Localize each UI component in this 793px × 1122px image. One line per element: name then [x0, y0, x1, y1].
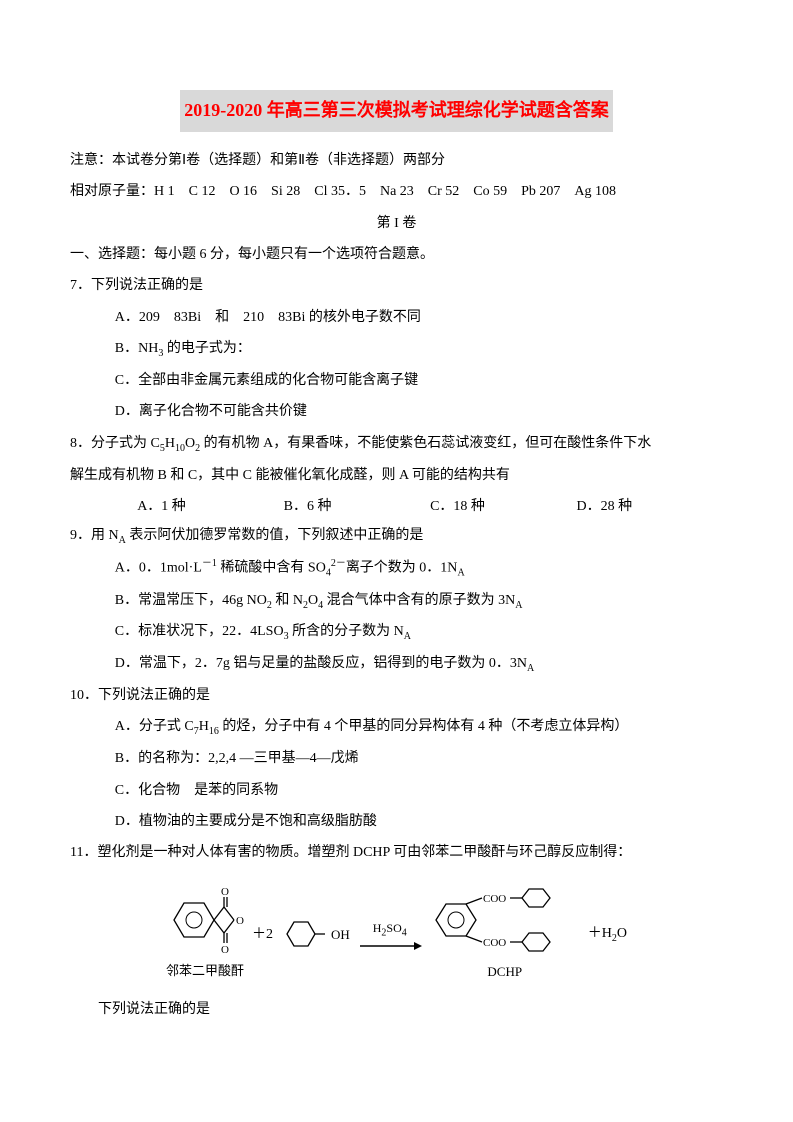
svg-text:COO: COO — [483, 937, 506, 949]
q8-l1-pre: 8．分子式为 C — [70, 436, 160, 451]
q10-optC: C．化合物 是苯的同系物 — [70, 776, 723, 805]
q9b-m3: 混合气体中含有的原子数为 3N — [323, 593, 515, 608]
q8-s2: 10 — [175, 443, 185, 454]
svg-text:COO: COO — [483, 893, 506, 905]
q9a-sup2: 2－ — [331, 558, 346, 569]
dchp-label: DCHP — [487, 958, 522, 985]
q10a-m1: H — [199, 719, 209, 734]
w-pre: ＋H — [588, 926, 612, 941]
q9-sub: A — [119, 535, 126, 546]
q9b-m1: 和 N — [272, 593, 303, 608]
q8-optC: C．18 种 — [430, 492, 576, 521]
q8-line1: 8．分子式为 C5H10O2 的有机物 A，有果香味，不能使紫色石蕊试液变红，但… — [70, 429, 723, 459]
cyclohexanol-icon — [281, 914, 329, 954]
dchp-icon: COO COO — [430, 884, 580, 956]
notice: 注意：本试卷分第Ⅰ卷（选择题）和第Ⅱ卷（非选择题）两部分 — [70, 146, 723, 175]
q9-optB: B．常温常压下，46g NO2 和 N2O4 混合气体中含有的原子数为 3NA — [70, 586, 723, 616]
q10-optD: D．植物油的主要成分是不饱和高级脂肪酸 — [70, 807, 723, 836]
q10-optB: B．的名称为：2,2,4 —三甲基—4—戊烯 — [70, 744, 723, 773]
q9b-p: B．常温常压下，46g NO — [115, 593, 267, 608]
title-wrap: 2019-2020 年高三第三次模拟考试理综化学试题含答案 — [70, 90, 723, 132]
q8-options: A．1 种 B．6 种 C．18 种 D．28 种 — [70, 492, 723, 521]
q11-stem: 11．塑化剂是一种对人体有害的物质。增塑剂 DCHP 可由邻苯二甲酸酐与环己醇反… — [70, 838, 723, 867]
mol-dchp: COO COO DCHP — [430, 884, 580, 985]
atomic-masses: 相对原子量：H 1 C 12 O 16 Si 28 Cl 35．5 Na 23 … — [70, 177, 723, 206]
q9c-s2: A — [404, 631, 411, 642]
q8-line2: 解生成有机物 B 和 C，其中 C 能被催化氧化成醛，则 A 可能的结构共有 — [70, 461, 723, 490]
q9-optC: C．标准状况下，22．4LSO3 所含的分子数为 NA — [70, 617, 723, 647]
q9-pre: 9．用 N — [70, 528, 119, 543]
q9-stem: 9．用 NA 表示阿伏加德罗常数的值，下列叙述中正确的是 — [70, 521, 723, 551]
w-post: O — [617, 926, 627, 941]
mol-cyclohexanol — [281, 914, 329, 954]
exam-title: 2019-2020 年高三第三次模拟考试理综化学试题含答案 — [180, 90, 613, 132]
q8-m2: O — [185, 436, 195, 451]
q10a-post: 的烃，分子中有 4 个甲基的同分异构体有 4 种（不考虑立体异构） — [219, 719, 629, 734]
q9b-m2: O — [308, 593, 318, 608]
q9a-m2: 离子个数为 0．1N — [346, 561, 458, 576]
al-m1: SO — [386, 921, 401, 935]
svg-text:O: O — [221, 886, 229, 898]
q9b-s4: A — [515, 599, 522, 610]
oh-label: OH — [331, 921, 350, 948]
q9a-s2: A — [457, 568, 464, 579]
q7-b-pre: B．NH — [115, 341, 159, 356]
plus-water: ＋H2O — [588, 919, 627, 949]
reaction-arrow: H2SO4 — [358, 916, 422, 953]
q7-b-post: 的电子式为： — [163, 341, 251, 356]
q10-stem: 10．下列说法正确的是 — [70, 681, 723, 710]
q7-optC: C．全部由非金属元素组成的化合物可能含离子键 — [70, 366, 723, 395]
q10a-s2: 16 — [209, 726, 219, 737]
anhydride-label: 邻苯二甲酸酐 — [166, 957, 244, 984]
q9-optA: A．0．1mol·L－1 稀硫酸中含有 SO42－离子个数为 0．1NA — [70, 553, 723, 583]
q9d-s1: A — [527, 663, 534, 674]
q9a-sup1: －1 — [202, 558, 217, 569]
q10-optA: A．分子式 C7H16 的烃，分子中有 4 个甲基的同分异构体有 4 种（不考虑… — [70, 712, 723, 742]
q7-optA: A．209 83Bi 和 210 83Bi 的核外电子数不同 — [70, 303, 723, 332]
q7-optD: D．离子化合物不可能含共价键 — [70, 397, 723, 426]
q9-optD: D．常温下，2．7g 铝与足量的盐酸反应，铝得到的电子数为 0．3NA — [70, 649, 723, 679]
q9c-p: C．标准状况下，22．4LSO — [115, 624, 284, 639]
q8-optD: D．28 种 — [577, 492, 723, 521]
svg-text:O: O — [236, 915, 244, 927]
reaction-diagram: O O O 邻苯二甲酸酐 ＋2 OH H2SO4 — [70, 884, 723, 985]
plus-2: ＋2 — [252, 920, 273, 949]
q7-optB: B．NH3 的电子式为： — [70, 334, 723, 364]
q9-post: 表示阿伏加德罗常数的值，下列叙述中正确的是 — [126, 528, 424, 543]
q8-optB: B．6 种 — [284, 492, 430, 521]
svg-text:O: O — [221, 944, 229, 955]
al-s2: 4 — [402, 927, 407, 938]
q11-tail: 下列说法正确的是 — [70, 995, 723, 1024]
q8-m1: H — [165, 436, 175, 451]
q9a-s1: 4 — [326, 568, 331, 579]
q7-stem: 7．下列说法正确的是 — [70, 271, 723, 300]
q9a-p1: A．0．1mol·L — [115, 561, 202, 576]
part-label: 第 I 卷 — [70, 209, 723, 238]
arrow-icon — [358, 939, 422, 953]
anhydride-icon: O O O — [166, 885, 244, 955]
q8-l1-post: 的有机物 A，有果香味，不能使紫色石蕊试液变红，但可在酸性条件下水 — [200, 436, 651, 451]
q8-optA: A．1 种 — [137, 492, 283, 521]
q10a-p: A．分子式 C — [115, 719, 194, 734]
section-heading: 一、选择题：每小题 6 分，每小题只有一个选项符合题意。 — [70, 240, 723, 269]
mol-anhydride: O O O 邻苯二甲酸酐 — [166, 885, 244, 984]
q9a-m1: 稀硫酸中含有 SO — [217, 561, 326, 576]
q9c-m1: 所含的分子数为 N — [289, 624, 404, 639]
q9d-p: D．常温下，2．7g 铝与足量的盐酸反应，铝得到的电子数为 0．3N — [115, 656, 527, 671]
